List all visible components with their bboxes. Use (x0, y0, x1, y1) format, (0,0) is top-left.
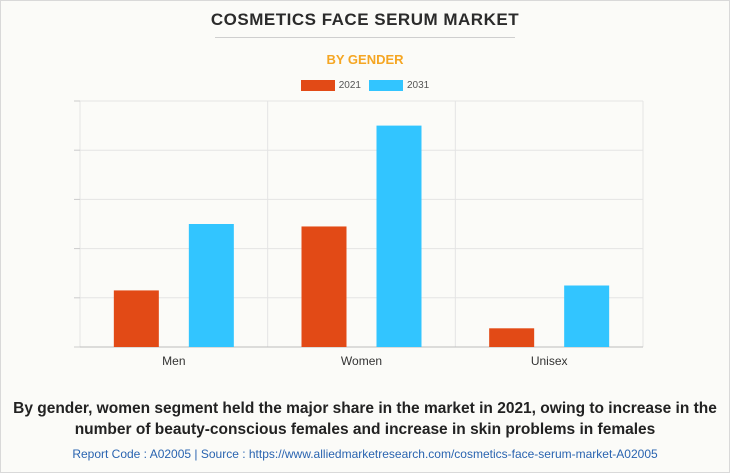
source-line[interactable]: Report Code : A02005 | Source : https://… (72, 447, 658, 461)
legend-item-2021[interactable]: 2021 (300, 80, 361, 91)
x-tick-label-men: Men (162, 354, 185, 368)
legend-item-2031[interactable]: 2031 (369, 80, 429, 91)
bar-unisex-2031 (564, 285, 610, 347)
legend-label-2031: 2031 (407, 80, 430, 91)
chart-legend: 2021 2031 (0, 80, 730, 91)
bar-women-2021 (301, 226, 347, 347)
legend-swatch-2031 (369, 80, 403, 91)
x-tick-label-women: Women (341, 354, 382, 368)
chart-subtitle: BY GENDER (326, 52, 404, 67)
x-tick-label-unisex: Unisex (531, 354, 568, 368)
bar-men-2031 (188, 224, 234, 347)
bar-women-2031 (376, 125, 422, 347)
legend-swatch-2021 (300, 80, 335, 91)
chart-title: COSMETICS FACE SERUM MARKET (210, 10, 520, 29)
chart-caption: By gender, women segment held the major … (13, 400, 717, 438)
bar-men-2021 (113, 290, 159, 347)
bar-unisex-2021 (489, 328, 535, 347)
legend-label-2021: 2021 (338, 80, 361, 91)
title-divider (215, 37, 515, 38)
